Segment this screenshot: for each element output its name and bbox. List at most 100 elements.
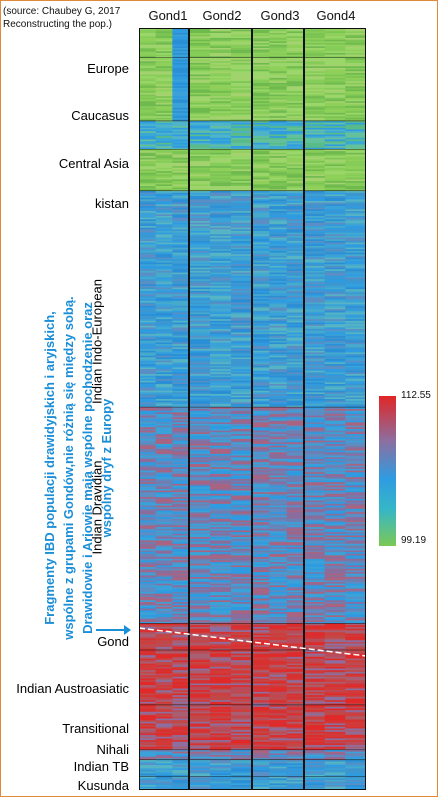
heatmap-cell bbox=[231, 407, 253, 410]
heatmap-cell bbox=[231, 711, 253, 714]
heatmap-cell bbox=[139, 611, 157, 615]
heatmap-cell bbox=[345, 34, 366, 37]
heatmap-cell bbox=[345, 29, 366, 32]
heatmap-cell bbox=[286, 289, 305, 292]
heatmap-cell bbox=[286, 327, 305, 330]
heatmap-cell bbox=[252, 442, 270, 445]
heatmap-cell bbox=[210, 192, 232, 195]
heatmap-cell bbox=[189, 132, 211, 135]
heatmap-cell bbox=[304, 232, 326, 235]
heatmap-cell bbox=[252, 275, 270, 279]
heatmap-cell bbox=[286, 345, 305, 348]
heatmap-cell bbox=[324, 392, 346, 395]
heatmap-cell bbox=[231, 114, 253, 117]
heatmap-cell bbox=[189, 295, 211, 299]
heatmap-cell bbox=[324, 121, 346, 124]
heatmap-cell bbox=[231, 201, 253, 204]
heatmap-cell bbox=[155, 287, 173, 290]
heatmap-cell bbox=[286, 342, 305, 345]
heatmap-cell bbox=[304, 222, 326, 225]
heatmap-cell bbox=[231, 310, 253, 313]
heatmap-cell bbox=[345, 177, 366, 180]
heatmap-cell bbox=[172, 362, 190, 365]
heatmap-cell bbox=[231, 618, 253, 621]
heatmap-cell bbox=[304, 437, 326, 440]
heatmap-cell bbox=[231, 663, 253, 666]
heatmap-cell bbox=[345, 214, 366, 217]
heatmap-cell bbox=[286, 79, 305, 82]
heatmap-cell bbox=[172, 264, 190, 267]
heatmap-cell bbox=[231, 602, 253, 605]
heatmap-cell bbox=[252, 505, 270, 508]
heatmap-cell bbox=[189, 89, 211, 92]
heatmap-cell bbox=[324, 608, 346, 611]
heatmap-cell bbox=[252, 77, 270, 81]
heatmap-cell bbox=[231, 354, 253, 357]
heatmap-cell bbox=[172, 151, 190, 154]
heatmap-cell bbox=[324, 666, 346, 670]
heatmap-cell bbox=[172, 605, 190, 608]
heatmap-cell bbox=[252, 162, 270, 165]
heatmap-cell bbox=[231, 141, 253, 144]
heatmap-cell bbox=[304, 139, 326, 142]
heatmap-cell bbox=[286, 154, 305, 157]
heatmap-cell bbox=[231, 438, 253, 442]
heatmap-cell bbox=[189, 585, 211, 588]
heatmap-cell bbox=[231, 630, 253, 633]
heatmap-cell bbox=[231, 229, 253, 232]
heatmap-cell bbox=[269, 295, 288, 299]
heatmap-cell bbox=[324, 91, 346, 94]
heatmap-cell bbox=[286, 244, 305, 247]
heatmap-cell bbox=[172, 257, 190, 260]
heatmap-cell bbox=[172, 448, 190, 452]
heatmap-cell bbox=[252, 616, 270, 620]
heatmap-cell bbox=[304, 503, 326, 506]
heatmap-cell bbox=[172, 49, 190, 52]
heatmap-cell bbox=[231, 347, 253, 350]
heatmap-cell bbox=[324, 136, 346, 139]
heatmap-cell bbox=[252, 84, 270, 87]
heatmap-cell bbox=[139, 59, 157, 62]
heatmap-cell bbox=[252, 503, 270, 506]
heatmap-cell bbox=[139, 665, 157, 668]
heatmap-cell bbox=[304, 340, 326, 343]
heatmap-cell bbox=[345, 543, 366, 546]
heatmap-cell bbox=[324, 314, 346, 317]
heatmap-cell bbox=[324, 670, 346, 673]
heatmap-cell bbox=[304, 52, 326, 56]
heatmap-cell bbox=[269, 319, 288, 322]
heatmap-cell bbox=[189, 96, 211, 99]
heatmap-cell bbox=[286, 405, 305, 408]
heatmap-cell bbox=[189, 56, 211, 59]
heatmap-cell bbox=[172, 260, 190, 264]
heatmap-cell bbox=[252, 319, 270, 322]
heatmap-cell bbox=[139, 372, 157, 375]
heatmap-cell bbox=[252, 567, 270, 570]
heatmap-cell bbox=[139, 127, 157, 130]
heatmap-cell bbox=[345, 52, 366, 56]
heatmap-cell bbox=[269, 543, 288, 546]
heatmap-cell bbox=[269, 646, 288, 650]
heatmap-cell bbox=[324, 329, 346, 332]
heatmap-cell bbox=[304, 270, 326, 274]
heatmap-cell bbox=[231, 399, 253, 402]
heatmap-cell bbox=[231, 537, 253, 540]
heatmap-cell bbox=[269, 129, 288, 132]
heatmap-cell bbox=[324, 387, 346, 390]
heatmap-cell bbox=[155, 282, 173, 285]
heatmap-cell bbox=[269, 626, 288, 630]
heatmap-cell bbox=[345, 101, 366, 104]
heatmap-cell bbox=[252, 132, 270, 135]
heatmap-cell bbox=[155, 567, 173, 570]
heatmap-cell bbox=[304, 247, 326, 250]
heatmap-cell bbox=[210, 418, 232, 422]
heatmap-cell bbox=[210, 51, 232, 54]
heatmap-cell bbox=[304, 447, 326, 450]
heatmap-cell bbox=[304, 433, 326, 437]
heatmap-cell bbox=[345, 202, 366, 205]
heatmap-cell bbox=[189, 418, 211, 422]
heatmap-cell bbox=[269, 542, 288, 545]
heatmap-cell bbox=[155, 555, 173, 558]
heatmap-cell bbox=[189, 380, 211, 383]
heatmap-cell bbox=[304, 137, 326, 140]
